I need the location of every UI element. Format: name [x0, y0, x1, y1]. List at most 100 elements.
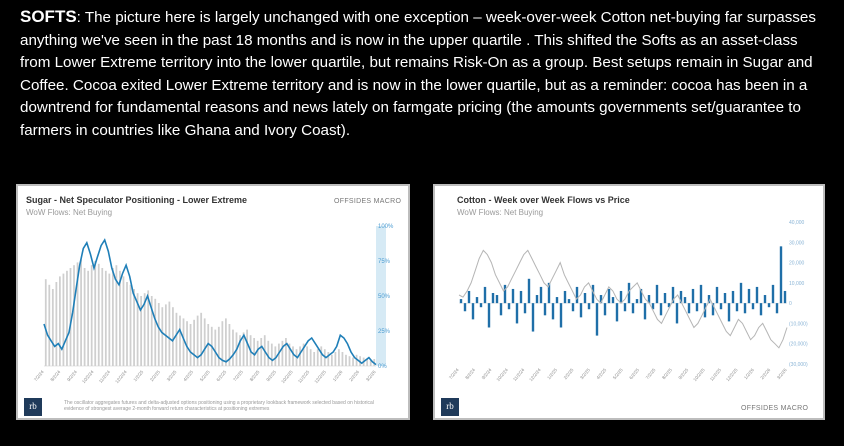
positioning-bar [327, 352, 330, 366]
x-tick-label: 11/2/25 [297, 369, 311, 384]
flow-bar [759, 303, 763, 316]
x-tick-label: 2/2/25 [149, 369, 161, 382]
y-tick-label: 0 [789, 301, 792, 307]
x-tick-label: 11/2/24 [98, 369, 112, 384]
flow-bar [643, 303, 647, 320]
x-tick-label: 11/2/24 [512, 367, 526, 382]
x-tick-label: 4/2/25 [595, 367, 607, 380]
positioning-bar [143, 293, 146, 366]
flow-bar [523, 303, 527, 314]
positioning-bar [217, 326, 220, 366]
positioning-bar [154, 298, 157, 366]
positioning-bar [80, 259, 82, 366]
flow-bar [623, 303, 627, 312]
y-tick-label: 20,000 [789, 261, 805, 267]
x-tick-label: 6/2/25 [628, 367, 640, 380]
x-tick-label: 11/2/25 [709, 367, 723, 382]
positioning-bar [246, 329, 248, 366]
positioning-bar [172, 307, 174, 366]
x-tick-label: 1/2/25 [132, 369, 144, 382]
x-tick-label: 9/2/24 [481, 367, 493, 380]
positioning-bar [55, 282, 58, 366]
x-tick-label: 8/2/24 [464, 367, 476, 380]
sugar-chart-card: Sugar - Net Speculator Positioning - Low… [16, 184, 410, 420]
positioning-bar [366, 359, 369, 366]
y-tick-label: 100% [378, 224, 394, 230]
flow-bar [779, 246, 783, 304]
flow-bar [507, 303, 511, 310]
positioning-bar [306, 346, 309, 366]
positioning-bar [122, 276, 125, 366]
oscillator-line [43, 238, 377, 366]
positioning-bar [150, 296, 153, 366]
flow-bar [711, 303, 715, 316]
sugar-chart-title: Sugar - Net Speculator Positioning - Low… [26, 195, 248, 205]
flow-bar [731, 290, 735, 304]
positioning-bar [203, 318, 206, 366]
x-tick-label: 2/2/25 [563, 367, 575, 380]
flow-bar [463, 303, 467, 312]
flow-bar [691, 288, 695, 304]
x-tick-label: 3/2/26 [365, 369, 377, 382]
positioning-bar [292, 346, 294, 366]
x-tick-label: 2/2/26 [759, 367, 771, 380]
flow-bar [543, 303, 547, 316]
y-tick-label: (20,000) [789, 342, 808, 348]
positioning-bar [352, 357, 354, 366]
positioning-bar [355, 354, 358, 366]
flow-bar [471, 303, 475, 320]
positioning-bar [214, 329, 217, 366]
flow-bar [675, 303, 679, 324]
sugar-chart: 100% 75% 50% 25% 0% 7/2/24 8/2/24 9/2/24 10/2/24… [33, 224, 394, 384]
positioning-bar [316, 349, 319, 366]
flow-bar [475, 297, 479, 304]
x-tick-label: 3/2/25 [166, 369, 178, 382]
positioning-bar [274, 346, 277, 366]
positioning-bar [104, 270, 107, 366]
flow-bar [739, 282, 743, 304]
positioning-bar [44, 279, 47, 366]
flow-bar [707, 295, 711, 304]
positioning-bar [281, 340, 284, 366]
flow-bar [767, 303, 771, 308]
flow-bar [583, 293, 587, 304]
positioning-bar [101, 268, 104, 366]
rb-logo: rb [24, 398, 42, 416]
positioning-bar [189, 324, 192, 366]
flow-bar [531, 303, 535, 332]
flow-bar [491, 293, 495, 304]
flow-bar [575, 286, 579, 304]
cotton-chart-card: Cotton - Week over Week Flows vs Price W… [433, 184, 825, 420]
positioning-bar [62, 273, 65, 366]
flow-bar [659, 303, 663, 316]
y-tick-label: 25% [378, 329, 391, 335]
flow-bar [723, 293, 727, 304]
y-tick-label: (30,000) [789, 362, 808, 368]
positioning-bar [66, 270, 68, 366]
positioning-bar [111, 268, 114, 366]
y-tick-label: 0% [378, 364, 387, 370]
positioning-bar [260, 338, 263, 366]
x-tick-label: 9/2/25 [677, 367, 689, 380]
positioning-bar [69, 268, 72, 366]
flow-bar [771, 284, 775, 304]
flow-bar [591, 284, 595, 304]
positioning-bar [182, 318, 185, 366]
flow-bar [651, 303, 655, 310]
x-tick-label: 7/2/25 [645, 367, 657, 380]
positioning-bar [140, 296, 143, 366]
positioning-bar [129, 284, 132, 366]
x-tick-label: 8/2/24 [49, 369, 61, 382]
flow-bar [719, 303, 723, 310]
flow-bar [671, 286, 675, 304]
y-tick-label: (10,000) [789, 321, 808, 327]
flow-bar [467, 290, 471, 304]
cotton-chart-subtitle: WoW Flows: Net Buying [457, 208, 544, 217]
positioning-bar [330, 354, 333, 366]
positioning-bar [157, 303, 160, 366]
flow-bar [603, 303, 607, 316]
x-tick-label: 6/2/25 [215, 369, 227, 382]
positioning-bar [256, 340, 259, 366]
flow-bar [747, 288, 751, 304]
flow-bar [727, 303, 731, 322]
